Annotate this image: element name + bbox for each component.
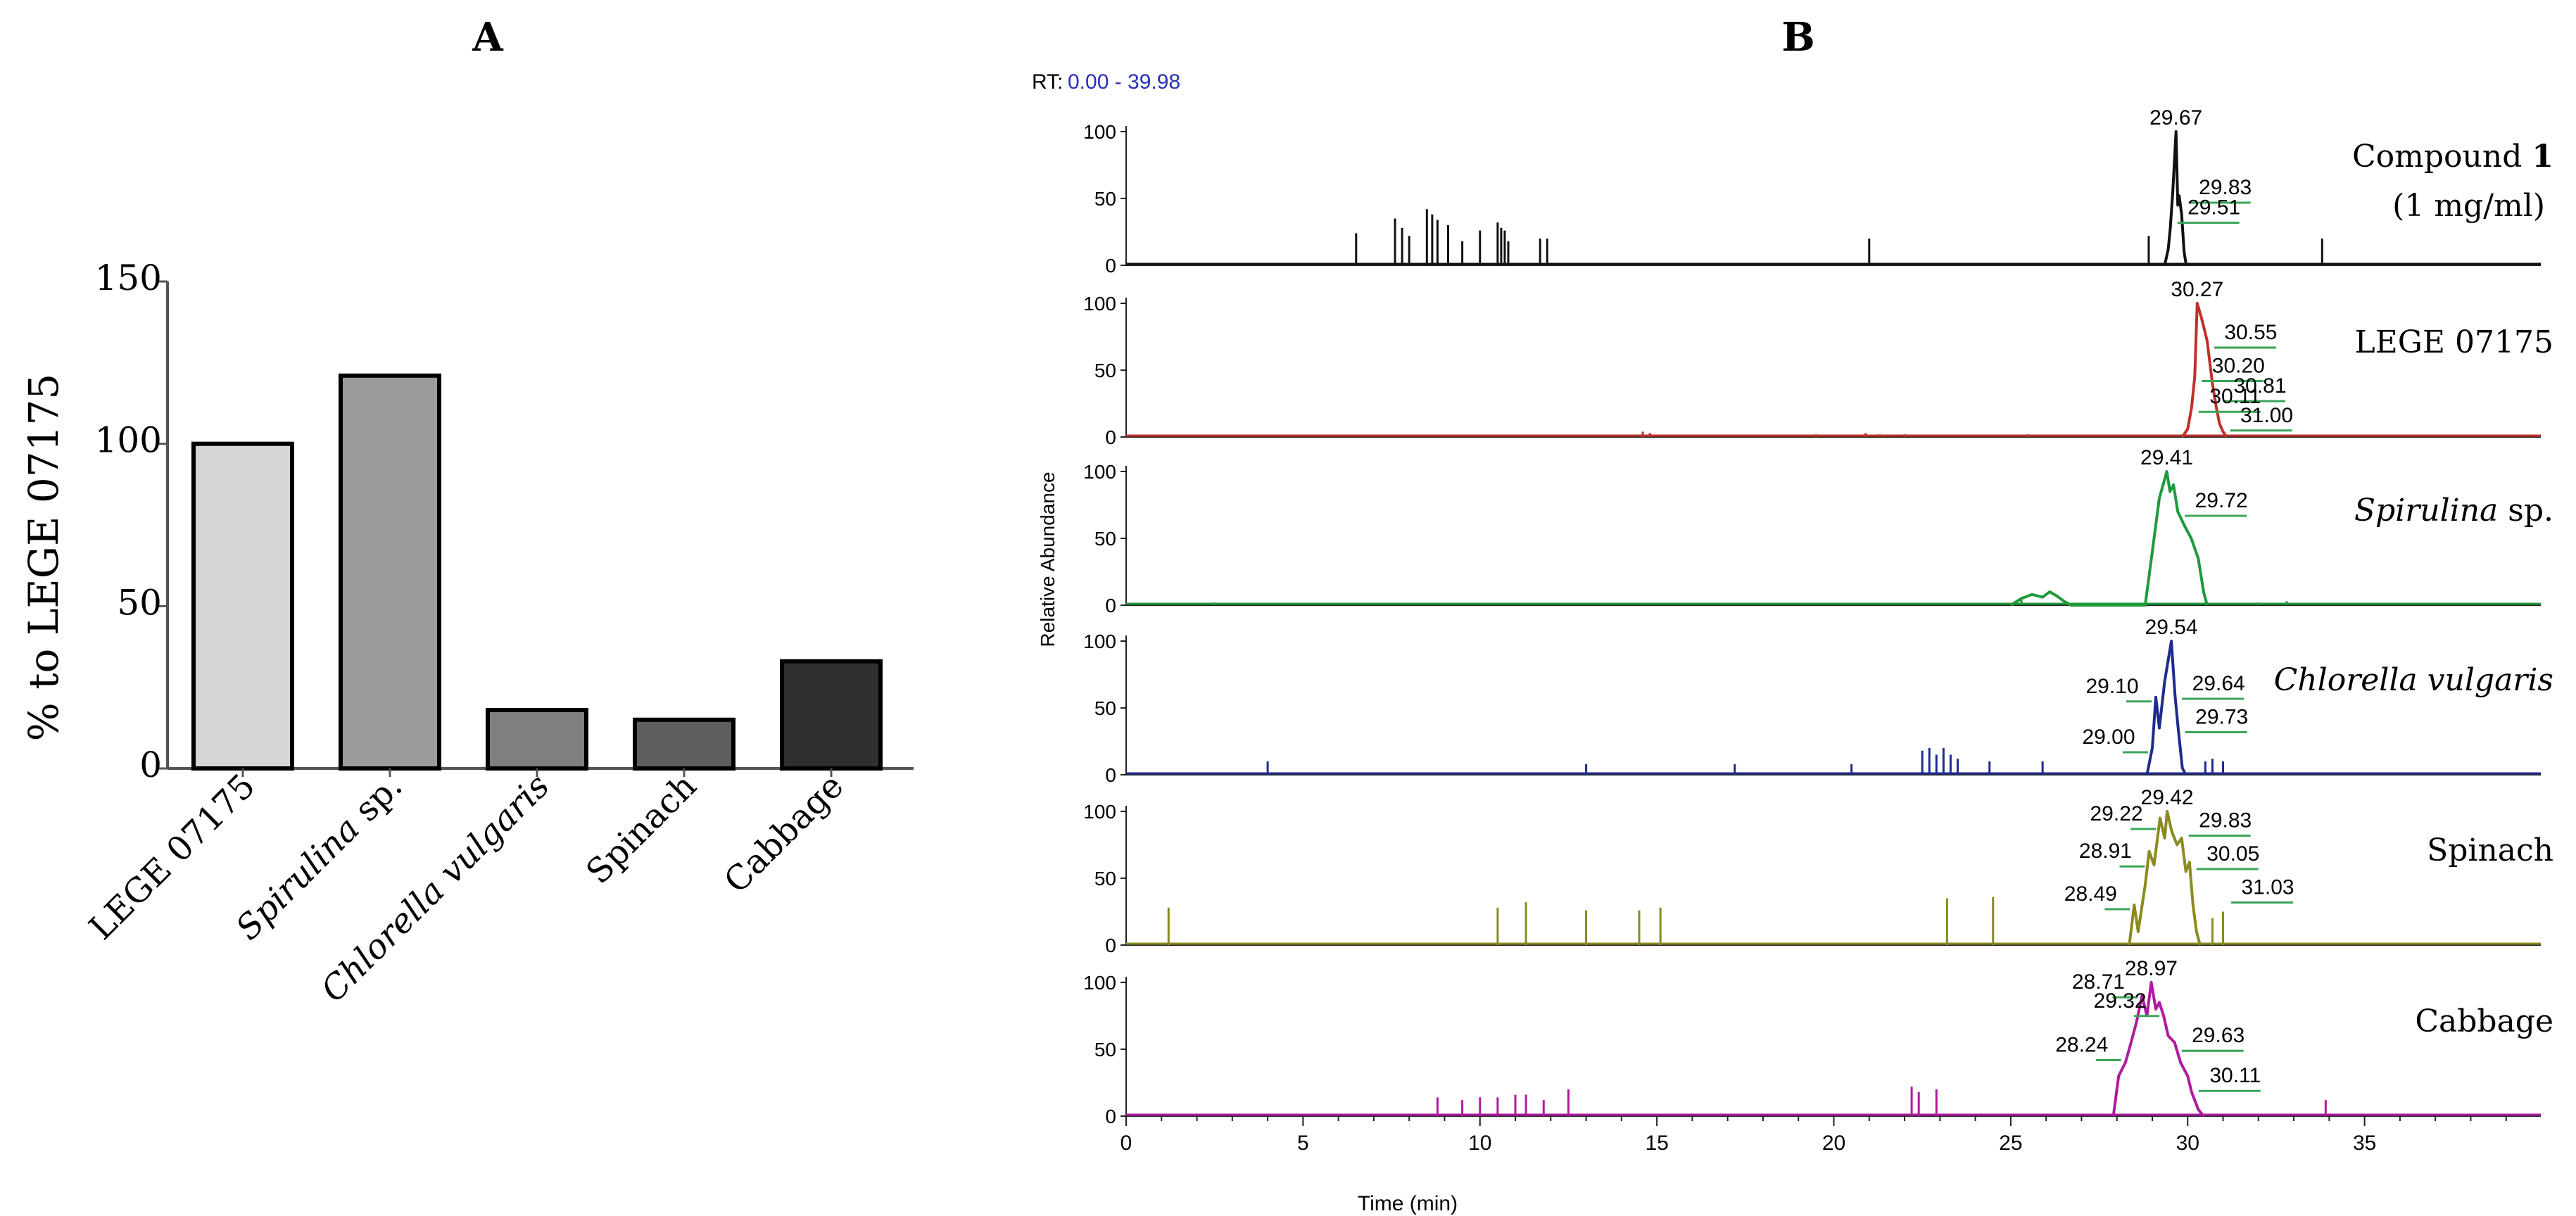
y-tick-label: 100	[1083, 801, 1116, 823]
peak-label: 30.55	[2224, 321, 2277, 344]
peak-label: 29.64	[2192, 672, 2245, 695]
y-tick-label: 150	[95, 258, 162, 298]
peak-label: 28.49	[2064, 882, 2117, 906]
bar	[486, 707, 588, 771]
peak-label: 29.54	[2145, 616, 2198, 639]
series-name: Chlorella vulgaris	[2274, 662, 2553, 698]
peak-label: 31.03	[2241, 876, 2294, 899]
y-tick-label: 100	[1083, 293, 1116, 315]
peak-label: 29.83	[2199, 176, 2252, 199]
peak-label: 30.11	[2209, 1064, 2261, 1087]
peak-label: 29.32	[2094, 989, 2147, 1013]
y-tick-label: 0	[1105, 595, 1116, 616]
peak-label: 30.27	[2171, 278, 2223, 301]
peak-line	[2128, 810, 2202, 946]
series-name: Cabbage	[2415, 1003, 2553, 1039]
x-tick-label: 10	[1468, 1132, 1491, 1155]
y-tick-label: 0	[1105, 255, 1116, 277]
panel-label-b: B	[1781, 14, 1814, 61]
peak-line	[2111, 981, 2205, 1117]
y-tick-label: 50	[1094, 360, 1116, 381]
chromatogram-panel-b: RT: 0.00 - 39.98 Time (min) Relative Abu…	[1032, 70, 2553, 1215]
y-tick-label: 100	[1083, 121, 1116, 143]
peak-line	[2145, 640, 2187, 775]
y-tick-label: 100	[1083, 972, 1116, 994]
chromatogram-trace: 0 50 100 29.54 29.10 29.64 29.00 29.73 Chlorella…	[1083, 616, 2553, 786]
series-name: LEGE 07175	[2354, 324, 2553, 360]
x-axis-label: Time (min)	[1358, 1192, 1458, 1215]
rt-range: 0.00 - 39.98	[1068, 70, 1180, 94]
series-name-line2: (1 mg/ml)	[2392, 188, 2545, 224]
panel-label-a: A	[472, 14, 504, 61]
series-name: Compound 1	[2352, 139, 2553, 175]
y-axis-label: % to LEGE 07175	[20, 374, 68, 742]
y-tick-label: 0	[1105, 935, 1116, 956]
peak-label: 29.42	[2141, 786, 2194, 809]
y-tick-label: 100	[1083, 461, 1116, 483]
x-tick-label: 30	[2176, 1132, 2199, 1155]
y-tick-label: 100	[95, 420, 162, 461]
rt-label: RT:	[1032, 70, 1063, 94]
x-tick-label: 25	[1999, 1132, 2022, 1155]
peak-label: 29.83	[2199, 809, 2252, 832]
y-tick-label: 50	[1094, 188, 1116, 210]
bar	[633, 717, 735, 771]
y-tick-label: 50	[1094, 697, 1116, 719]
peak-label: 29.41	[2140, 446, 2193, 469]
peak-label: 29.72	[2195, 489, 2248, 512]
peak-label: 28.24	[2055, 1034, 2108, 1057]
x-tick-label: Spinach	[579, 766, 704, 892]
peak-label: 29.51	[2187, 196, 2240, 220]
y-tick-label: 50	[1094, 528, 1116, 550]
peak-label: 30.20	[2212, 355, 2265, 378]
y-tick-label: 0	[139, 745, 162, 785]
series-name: Spirulina sp.	[2354, 493, 2553, 528]
peak-label: 31.00	[2240, 404, 2293, 427]
y-tick-label: 0	[1105, 426, 1116, 448]
peak-label: 29.73	[2195, 706, 2248, 729]
y-tick-label: 50	[1094, 868, 1116, 889]
x-tick-label: 5	[1297, 1132, 1309, 1155]
peak-line	[2009, 470, 2209, 607]
peak-label: 28.71	[2072, 970, 2125, 994]
x-tick-label: 35	[2353, 1132, 2376, 1155]
peak-label: 28.91	[2079, 840, 2132, 863]
y-axis-label-b: Relative Abundance	[1037, 471, 1059, 647]
peak-label: 30.05	[2206, 842, 2259, 866]
peak-label: 30.81	[2233, 374, 2286, 398]
x-tick-label: Cabbage	[716, 766, 851, 901]
bar	[780, 659, 883, 771]
y-tick-label: 100	[1083, 631, 1116, 652]
x-tick-label: 0	[1120, 1132, 1132, 1155]
bar	[191, 441, 294, 771]
peak-label: 29.63	[2192, 1024, 2244, 1047]
x-tick-label: 15	[1645, 1132, 1668, 1155]
peak-line	[2181, 302, 2228, 438]
y-tick-label: 0	[1105, 1106, 1116, 1127]
x-tick-label: 20	[1822, 1132, 1845, 1155]
peak-label: 29.10	[2085, 675, 2138, 698]
series-name: Spinach	[2427, 832, 2553, 868]
peak-label: 29.00	[2082, 726, 2135, 749]
y-tick-label: 0	[1105, 764, 1116, 786]
peak-label: 30.11	[2209, 385, 2261, 408]
peak-line	[2163, 130, 2188, 266]
peak-label: 29.67	[2149, 106, 2202, 129]
peak-label: 28.97	[2125, 957, 2178, 980]
y-tick-label: 50	[117, 582, 162, 623]
peak-label: 29.22	[2090, 802, 2143, 825]
bar	[339, 373, 441, 771]
y-tick-label: 50	[1094, 1039, 1116, 1060]
